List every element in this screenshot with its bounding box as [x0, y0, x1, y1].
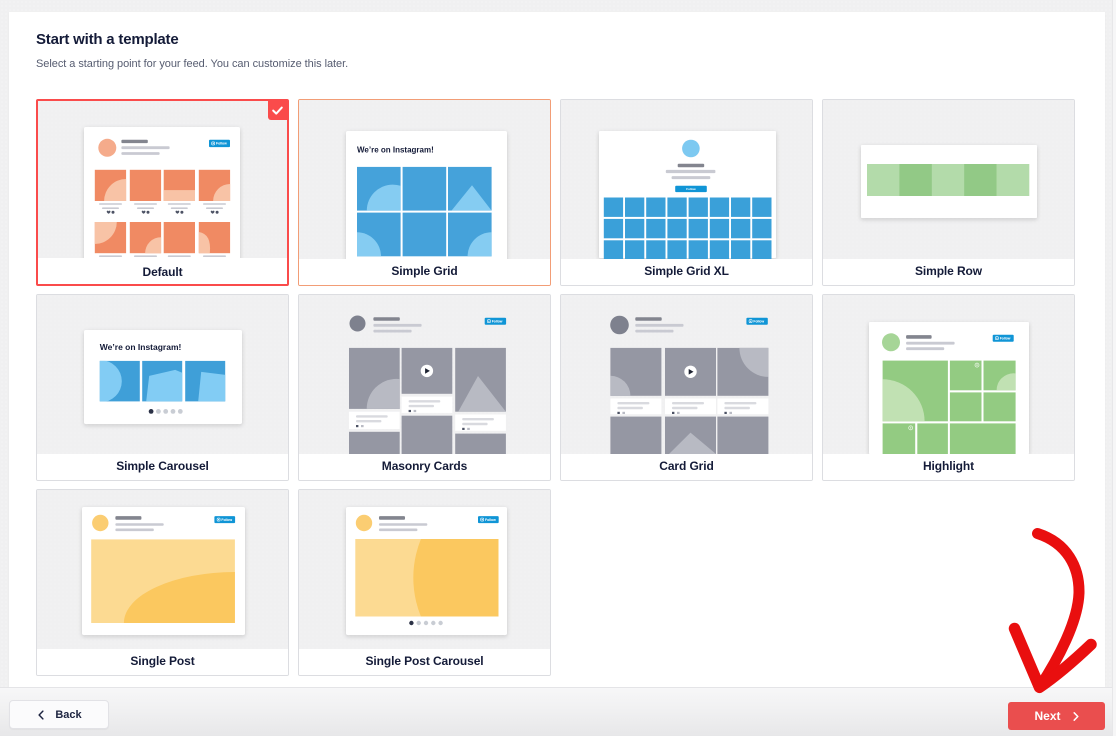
svg-text:Follow: Follow: [753, 319, 764, 323]
svg-text:We’re on Instagram!: We’re on Instagram!: [357, 146, 434, 155]
svg-text:Follow: Follow: [221, 518, 232, 522]
svg-text:Follow: Follow: [1000, 336, 1011, 340]
svg-text:We’re on Instagram!: We’re on Instagram!: [100, 342, 182, 352]
svg-text:Follow: Follow: [686, 187, 696, 191]
svg-text:Follow: Follow: [216, 142, 227, 146]
svg-text:Follow: Follow: [492, 319, 503, 323]
svg-text:Follow: Follow: [485, 518, 496, 522]
